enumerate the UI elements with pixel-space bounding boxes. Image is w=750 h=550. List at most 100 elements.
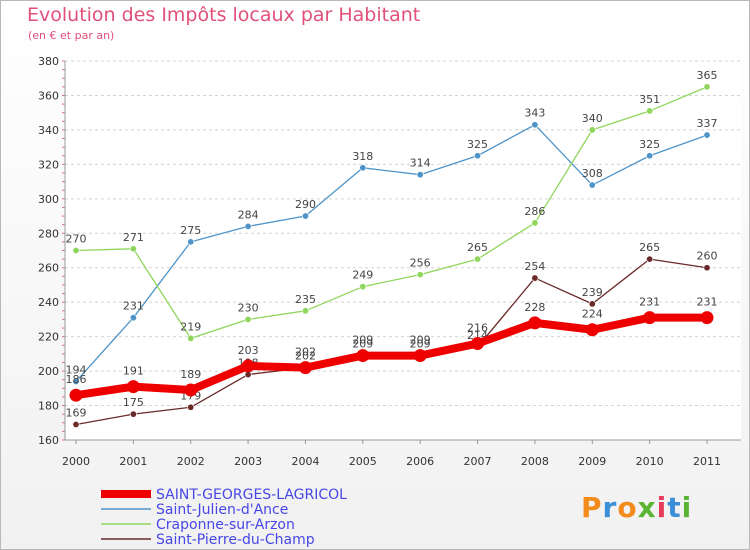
data-label: 230 <box>238 301 259 314</box>
data-label: 191 <box>123 365 144 378</box>
data-label: 209 <box>352 338 373 351</box>
data-label: 265 <box>467 241 488 254</box>
data-label: 365 <box>697 69 718 82</box>
y-tick-label: 320 <box>38 158 59 171</box>
data-label: 224 <box>582 308 603 321</box>
series-line <box>72 313 711 400</box>
x-tick-label: 2009 <box>578 455 606 468</box>
data-point <box>356 349 370 363</box>
x-tick-label: 2004 <box>291 455 319 468</box>
data-point <box>359 164 367 172</box>
data-point <box>416 271 424 279</box>
y-tick-label: 240 <box>38 296 59 309</box>
y-tick-label: 380 <box>38 55 59 68</box>
data-label: 270 <box>66 233 87 246</box>
data-label: 254 <box>524 260 545 273</box>
x-tick-label: 2000 <box>62 455 90 468</box>
data-label: 219 <box>180 320 201 333</box>
data-label: 325 <box>639 138 660 151</box>
data-label: 231 <box>697 296 718 309</box>
data-point <box>187 403 195 411</box>
data-point <box>474 255 482 263</box>
y-tick-label: 160 <box>38 434 59 447</box>
data-point <box>126 380 140 394</box>
data-label: 318 <box>352 150 373 163</box>
legend-label: Craponne-sur-Arzon <box>156 517 295 533</box>
data-label: 186 <box>66 373 87 386</box>
x-tick-label: 2010 <box>636 455 664 468</box>
data-label: 202 <box>295 350 316 363</box>
data-point <box>241 359 255 373</box>
data-label: 308 <box>582 167 603 180</box>
series-line <box>75 86 708 340</box>
data-point <box>184 383 198 397</box>
x-tick-label: 2005 <box>349 455 377 468</box>
data-point <box>646 152 654 160</box>
y-tick-label: 340 <box>38 124 59 137</box>
data-point <box>643 311 657 325</box>
data-label: 265 <box>639 241 660 254</box>
y-tick-label: 200 <box>38 365 59 378</box>
data-point <box>588 181 596 189</box>
legend-label: Saint-Pierre-du-Champ <box>156 532 315 548</box>
logo-letter: x <box>637 491 657 524</box>
data-label: 343 <box>524 107 545 120</box>
data-point <box>531 219 539 227</box>
data-point <box>298 361 312 375</box>
data-point <box>244 315 252 323</box>
data-label: 239 <box>582 286 603 299</box>
data-label: 256 <box>410 257 431 270</box>
data-point <box>301 307 309 315</box>
data-label: 275 <box>180 224 201 237</box>
data-label: 337 <box>697 117 718 130</box>
y-tick-label: 260 <box>38 262 59 275</box>
data-label: 340 <box>582 112 603 125</box>
data-label: 284 <box>238 208 259 221</box>
data-label: 169 <box>66 406 87 419</box>
logo-letter: P <box>581 491 603 524</box>
data-label: 290 <box>295 198 316 211</box>
x-tick-label: 2008 <box>521 455 549 468</box>
data-label: 231 <box>123 300 144 313</box>
data-point <box>528 316 542 330</box>
data-point <box>474 152 482 160</box>
logo-letter: t <box>667 491 682 524</box>
y-tick-label: 180 <box>38 400 59 413</box>
data-point <box>72 377 80 385</box>
legend-label: SAINT-GEORGES-LAGRICOL <box>156 487 347 503</box>
logo-letter: r <box>602 491 618 524</box>
data-point <box>700 311 714 325</box>
data-label: 194 <box>66 363 87 376</box>
data-label: 228 <box>524 301 545 314</box>
data-label: 314 <box>410 157 431 170</box>
data-label: 325 <box>467 138 488 151</box>
data-point <box>531 274 539 282</box>
data-point <box>703 131 711 139</box>
data-label: 216 <box>467 322 488 335</box>
legend-label: Saint-Julien-d'Ance <box>156 502 288 518</box>
y-tick-label: 360 <box>38 89 59 102</box>
x-tick-label: 2003 <box>234 455 262 468</box>
logo-letter: i <box>681 491 693 524</box>
data-point <box>703 83 711 91</box>
plot-area <box>65 61 741 440</box>
data-point <box>187 334 195 342</box>
data-label: 202 <box>295 346 316 359</box>
data-point <box>531 121 539 129</box>
data-label: 203 <box>238 344 259 357</box>
y-tick-label: 280 <box>38 227 59 240</box>
x-tick-label: 2002 <box>177 455 205 468</box>
data-point <box>703 264 711 272</box>
series-line <box>75 124 708 383</box>
data-label: 351 <box>639 93 660 106</box>
logo-letter: i <box>656 491 668 524</box>
data-point <box>585 323 599 337</box>
y-tick-label: 300 <box>38 193 59 206</box>
data-point <box>129 245 137 253</box>
y-tick-label: 220 <box>38 331 59 344</box>
logo-letter: o <box>617 491 638 524</box>
chart-title: Evolution des Impôts locaux par Habitant <box>27 4 421 26</box>
data-point <box>471 337 485 351</box>
data-point <box>359 283 367 291</box>
